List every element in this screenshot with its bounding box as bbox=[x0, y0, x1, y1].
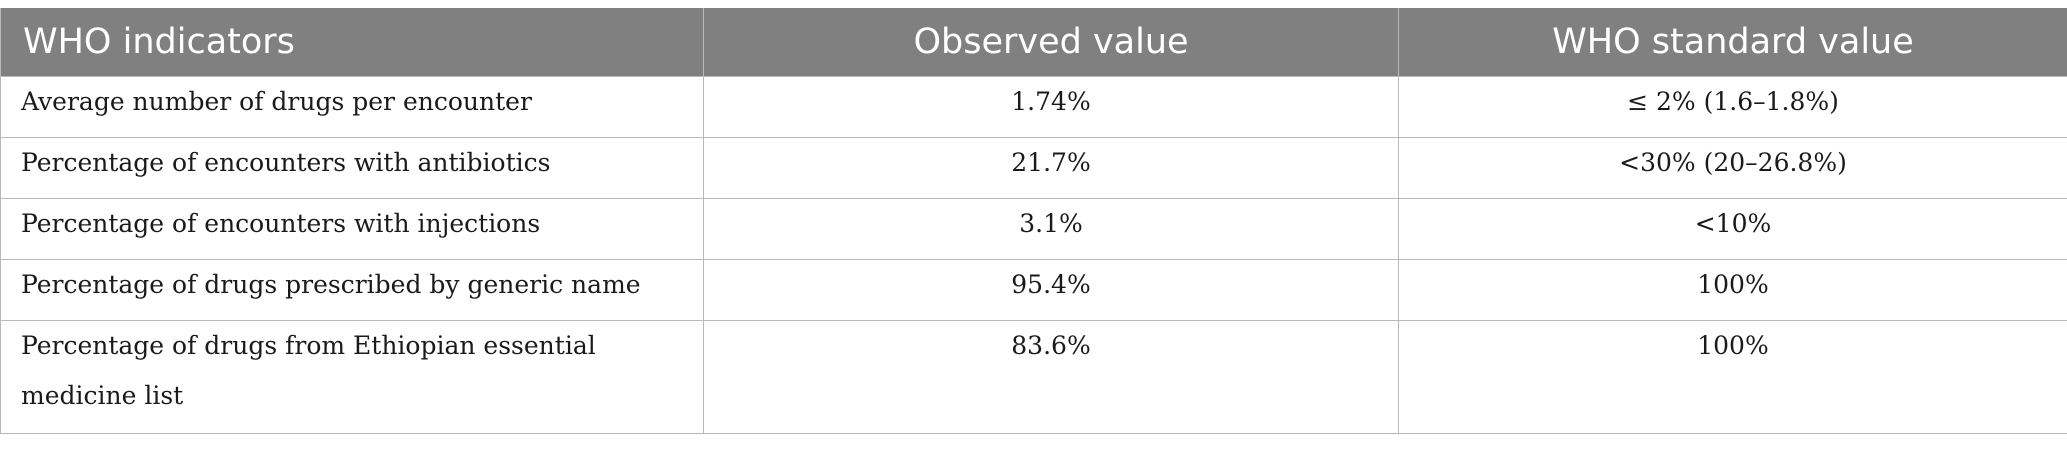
header-row: WHO indicators Observed value WHO standa… bbox=[0, 8, 2067, 77]
standard-value-cell: 100% bbox=[1398, 320, 2067, 434]
column-header-standard: WHO standard value bbox=[1398, 8, 2067, 77]
column-header-indicators: WHO indicators bbox=[0, 8, 704, 77]
standard-value-cell: <10% bbox=[1398, 198, 2067, 260]
indicator-cell: Percentage of encounters with injections bbox=[0, 198, 704, 260]
who-indicators-table: WHO indicators Observed value WHO standa… bbox=[0, 8, 2067, 434]
observed-value-cell: 83.6% bbox=[703, 320, 1399, 434]
standard-value-cell: 100% bbox=[1398, 259, 2067, 321]
table-row: Average number of drugs per encounter 1.… bbox=[0, 76, 2067, 138]
column-header-observed: Observed value bbox=[703, 8, 1399, 77]
indicator-cell: Percentage of drugs from Ethiopian essen… bbox=[0, 320, 704, 434]
who-indicators-table-container: WHO indicators Observed value WHO standa… bbox=[0, 8, 2067, 434]
standard-value-cell: ≤ 2% (1.6–1.8%) bbox=[1398, 76, 2067, 138]
table-body: Average number of drugs per encounter 1.… bbox=[0, 76, 2067, 434]
table-row: Percentage of drugs prescribed by generi… bbox=[0, 259, 2067, 321]
table-row: Percentage of encounters with antibiotic… bbox=[0, 137, 2067, 199]
table-header: WHO indicators Observed value WHO standa… bbox=[0, 8, 2067, 77]
standard-value-cell: <30% (20–26.8%) bbox=[1398, 137, 2067, 199]
observed-value-cell: 95.4% bbox=[703, 259, 1399, 321]
table-row: Percentage of encounters with injections… bbox=[0, 198, 2067, 260]
observed-value-cell: 1.74% bbox=[703, 76, 1399, 138]
indicator-cell: Average number of drugs per encounter bbox=[0, 76, 704, 138]
table-row: Percentage of drugs from Ethiopian essen… bbox=[0, 320, 2067, 434]
indicator-cell: Percentage of drugs prescribed by generi… bbox=[0, 259, 704, 321]
observed-value-cell: 3.1% bbox=[703, 198, 1399, 260]
indicator-cell: Percentage of encounters with antibiotic… bbox=[0, 137, 704, 199]
observed-value-cell: 21.7% bbox=[703, 137, 1399, 199]
